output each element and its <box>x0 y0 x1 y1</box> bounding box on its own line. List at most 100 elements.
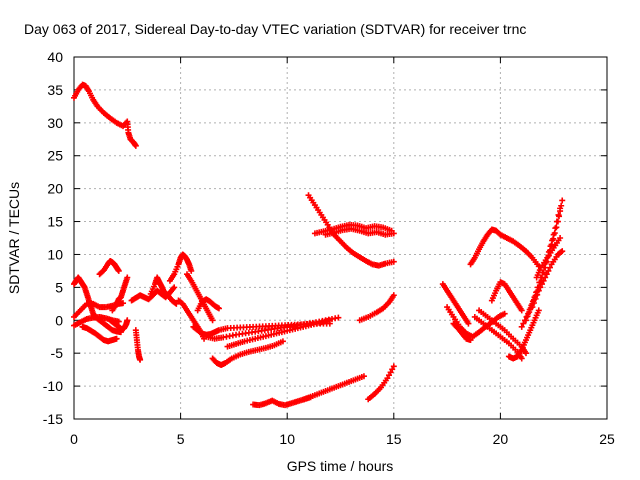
data-series <box>96 258 122 278</box>
y-tick-label: 20 <box>47 181 63 197</box>
data-point <box>518 323 525 330</box>
y-axis-label: SDTVAR / TECUs <box>6 182 22 294</box>
data-series <box>488 279 525 314</box>
data-point <box>559 197 566 204</box>
y-tick-label: -5 <box>51 345 64 361</box>
data-series <box>109 274 131 314</box>
data-point <box>188 267 195 274</box>
data-point <box>535 287 542 294</box>
y-axis: -15 -10 -5 0 5 10 15 20 25 30 35 40 <box>43 49 607 427</box>
data-series <box>529 248 566 311</box>
data-point <box>113 335 120 342</box>
data-point <box>390 230 397 237</box>
x-tick-label: 5 <box>177 431 185 447</box>
data-series <box>322 225 397 238</box>
data-point <box>279 338 286 345</box>
x-axis: 0 5 10 15 20 25 <box>70 57 615 447</box>
data-series <box>450 320 474 344</box>
data-point <box>390 292 397 299</box>
y-tick-label: -10 <box>43 378 63 394</box>
x-tick-label: 25 <box>599 431 615 447</box>
data-point <box>535 307 542 314</box>
data-marks <box>71 81 566 409</box>
data-series <box>311 221 395 237</box>
data-point <box>390 363 397 370</box>
data-point <box>522 317 529 324</box>
data-series <box>132 327 144 363</box>
data-point <box>518 355 525 362</box>
data-point <box>326 317 333 324</box>
data-series <box>476 307 529 357</box>
data-series <box>194 296 222 314</box>
data-point <box>540 277 547 284</box>
data-series <box>209 338 286 369</box>
y-tick-label: -15 <box>43 411 63 427</box>
data-point <box>532 295 539 302</box>
y-tick-label: 5 <box>55 279 63 295</box>
data-point <box>524 313 531 320</box>
data-series <box>439 281 472 327</box>
data-series <box>467 226 542 270</box>
data-point <box>209 317 216 324</box>
data-series <box>107 317 131 333</box>
y-tick-label: 30 <box>47 115 63 131</box>
data-point <box>550 235 557 242</box>
data-series <box>533 235 564 281</box>
data-series <box>356 292 397 324</box>
data-series <box>505 307 542 362</box>
data-point <box>551 230 558 237</box>
data-point <box>215 305 222 312</box>
data-point <box>559 248 566 255</box>
data-point <box>522 350 529 357</box>
data-point <box>557 208 564 215</box>
y-tick-label: 10 <box>47 246 63 262</box>
data-point <box>542 274 549 281</box>
data-point <box>518 307 525 314</box>
data-series <box>305 192 397 269</box>
data-series <box>71 313 122 329</box>
chart-title: Day 063 of 2017, Sidereal Day-to-day VTE… <box>24 21 526 37</box>
data-point <box>530 299 537 306</box>
data-series <box>79 323 120 345</box>
grid-lines <box>74 57 607 419</box>
data-point <box>520 320 527 327</box>
y-tick-label: 0 <box>55 312 63 328</box>
y-tick-label: 15 <box>47 214 63 230</box>
x-tick-label: 10 <box>279 431 295 447</box>
x-axis-label: GPS time / hours <box>287 458 394 474</box>
data-point <box>124 274 131 281</box>
data-series <box>166 251 195 284</box>
data-point <box>553 224 560 231</box>
data-point <box>526 309 533 316</box>
data-series <box>365 363 397 403</box>
data-point <box>115 318 122 325</box>
data-series <box>71 81 139 149</box>
data-series <box>147 274 180 307</box>
data-point <box>537 284 544 291</box>
x-tick-label: 20 <box>493 431 509 447</box>
y-tick-label: 40 <box>47 49 63 65</box>
data-point <box>545 267 552 274</box>
data-point <box>548 241 555 248</box>
plot-frame <box>73 56 608 420</box>
data-point <box>554 218 561 225</box>
data-point <box>390 258 397 265</box>
data-point <box>360 373 367 380</box>
data-point <box>467 337 474 344</box>
data-point <box>173 300 180 307</box>
data-point <box>557 235 564 241</box>
data-point <box>501 310 508 317</box>
data-point <box>543 271 550 278</box>
data-point <box>124 317 131 324</box>
data-point <box>534 291 541 298</box>
data-point <box>172 299 179 306</box>
data-point <box>538 281 545 288</box>
data-series <box>224 317 333 350</box>
data-point <box>556 213 563 220</box>
data-point <box>546 264 553 271</box>
y-tick-label: 25 <box>47 148 63 164</box>
data-series <box>301 373 367 403</box>
data-point <box>120 300 127 307</box>
data-point <box>335 314 342 321</box>
